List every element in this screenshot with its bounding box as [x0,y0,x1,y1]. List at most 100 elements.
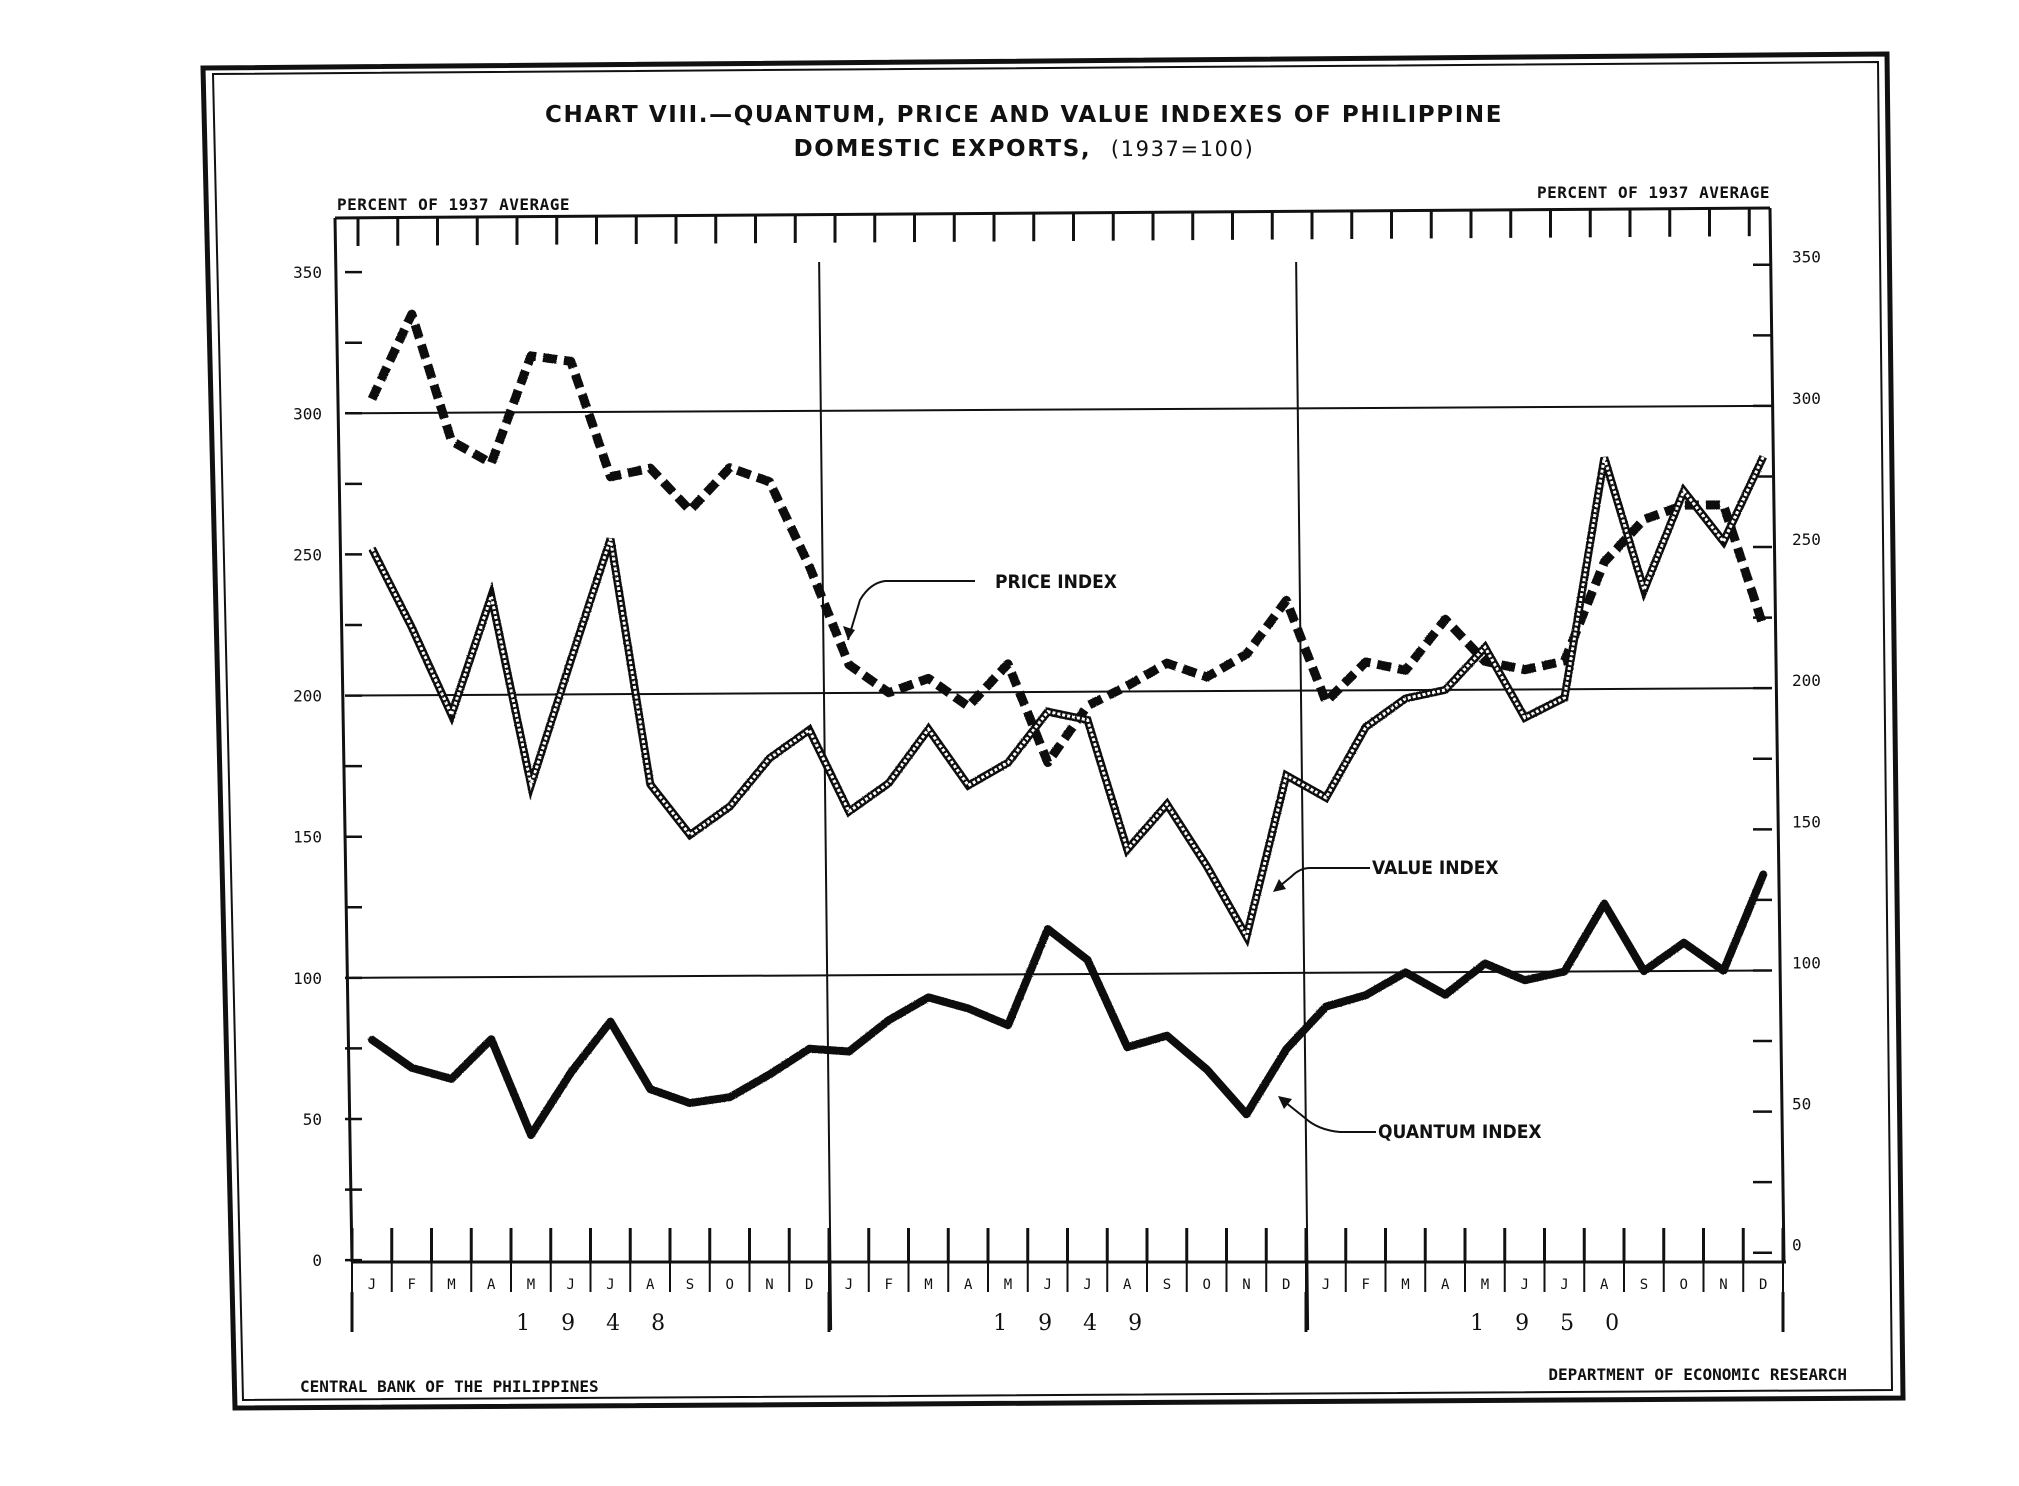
price-index-point [689,509,691,511]
chart-title-line1: CHART VIII.—QUANTUM, PRICE AND VALUE IND… [545,102,1503,128]
left-y-tick-label: 300 [293,404,322,423]
year-label: 1 9 4 9 [993,1311,1154,1336]
value-index-leader [1274,867,1370,891]
month-label: N [1719,1277,1727,1293]
reference-lines [351,261,1771,1331]
month-label: J [1044,1277,1052,1293]
right-y-tick-label: 50 [1792,1095,1811,1114]
month-label: M [447,1277,455,1293]
left-y-tick-label: 0 [312,1251,322,1270]
right-y-tick-label: 250 [1792,530,1821,549]
reference-line-100 [351,969,1771,979]
month-label: M [1004,1277,1012,1293]
left-axis-caption: PERCENT OF 1937 AVERAGE [337,195,570,214]
month-label: J [1560,1277,1568,1293]
month-label: A [646,1277,655,1293]
quantum-index-label: QUANTUM INDEX [1378,1121,1542,1143]
year-label: 1 9 5 0 [1470,1311,1631,1336]
chart-title-line2: DOMESTIC EXPORTS, (1937=100) [794,136,1255,162]
month-label: A [1600,1277,1609,1293]
plot-frame [333,206,1786,1263]
left-y-tick-label: 350 [293,263,322,282]
month-label: A [1123,1277,1132,1293]
value-index-label: VALUE INDEX [1372,857,1499,879]
quantum-index-line [368,870,1768,1139]
series-lines [367,309,1768,1139]
value-index-line [368,455,1767,948]
month-label: D [1759,1277,1767,1293]
month-label: J [845,1277,853,1293]
month-label: S [1163,1277,1171,1293]
reference-line-300 [351,404,1771,415]
month-label: J [1521,1277,1529,1293]
month-label: J [1083,1277,1091,1293]
footer-left: CENTRAL BANK OF THE PHILIPPINES [300,1377,599,1396]
month-label: D [1282,1277,1290,1293]
month-label: M [924,1277,932,1293]
price-index-point [1762,625,1764,627]
chart-title-base: (1937=100) [1111,137,1255,161]
right-y-tick-label: 300 [1792,389,1821,408]
month-label: S [686,1277,694,1293]
left-y-tick-label: 250 [293,545,322,564]
value-index-arrowhead [1273,879,1286,892]
month-label: N [765,1277,773,1293]
month-label: S [1640,1277,1648,1293]
left-y-tick-label: 150 [293,828,322,847]
right-y-tick-label: 100 [1792,953,1821,972]
month-label: J [368,1277,376,1293]
year-label: 1 9 4 8 [516,1311,677,1336]
price-index-point [1723,504,1725,506]
left-y-tick-label: 200 [293,687,322,706]
month-label: J [606,1277,614,1293]
axis-labels: 0 0 50 50 100 100 150 150 200 200 250 250 300 300 350 3… [293,248,1821,1336]
month-label: A [964,1277,973,1293]
footer-right: DEPARTMENT OF ECONOMIC RESEARCH [1548,1365,1847,1384]
quantum-index-annotation: QUANTUM INDEX [1278,1096,1542,1143]
left-y-tick-label: 50 [303,1110,322,1129]
month-label: J [567,1277,575,1293]
month-label: O [726,1277,734,1293]
year-divider-1 [818,261,833,1331]
quantum-index-leader [1279,1097,1376,1133]
month-label: O [1680,1277,1688,1293]
right-axis-caption: PERCENT OF 1937 AVERAGE [1537,183,1770,202]
value-index-line-inner [370,456,1765,941]
chart-frame [200,51,1906,1411]
price-index-leader [847,580,975,641]
month-label: F [1362,1277,1370,1293]
chart-title-line2-text: DOMESTIC EXPORTS, [794,136,1092,162]
price-index-annotation: PRICE INDEX [843,571,1117,641]
price-index-label: PRICE INDEX [995,571,1117,593]
quantum-index-arrowhead [1278,1096,1292,1109]
month-label: A [487,1277,496,1293]
value-index-annotation: VALUE INDEX [1273,857,1499,892]
month-label: O [1203,1277,1211,1293]
month-label: N [1242,1277,1250,1293]
month-label: M [1401,1277,1409,1293]
month-label: D [805,1277,813,1293]
right-y-tick-label: 200 [1792,671,1821,690]
left-y-tick-label: 100 [293,969,322,988]
year-divider-2 [1295,261,1310,1331]
price-index-point [451,440,453,442]
right-y-tick-label: 350 [1792,248,1821,267]
price-index-point [1325,701,1327,703]
price-index-point [1087,705,1089,707]
price-index-line [367,309,1768,767]
right-y-tick-label: 150 [1792,812,1821,831]
month-label: M [527,1277,535,1293]
price-index-point [1643,519,1645,521]
price-index-arrowhead [843,626,855,640]
price-index-point [1683,504,1685,506]
month-label: A [1441,1277,1450,1293]
reference-line-200 [351,687,1771,697]
month-label: F [408,1277,416,1293]
price-index-point [967,705,969,707]
right-y-tick-label: 0 [1792,1236,1802,1255]
month-label: J [1322,1277,1330,1293]
month-label: F [885,1277,893,1293]
month-label: M [1481,1277,1489,1293]
axis-ticks [345,208,1786,1332]
